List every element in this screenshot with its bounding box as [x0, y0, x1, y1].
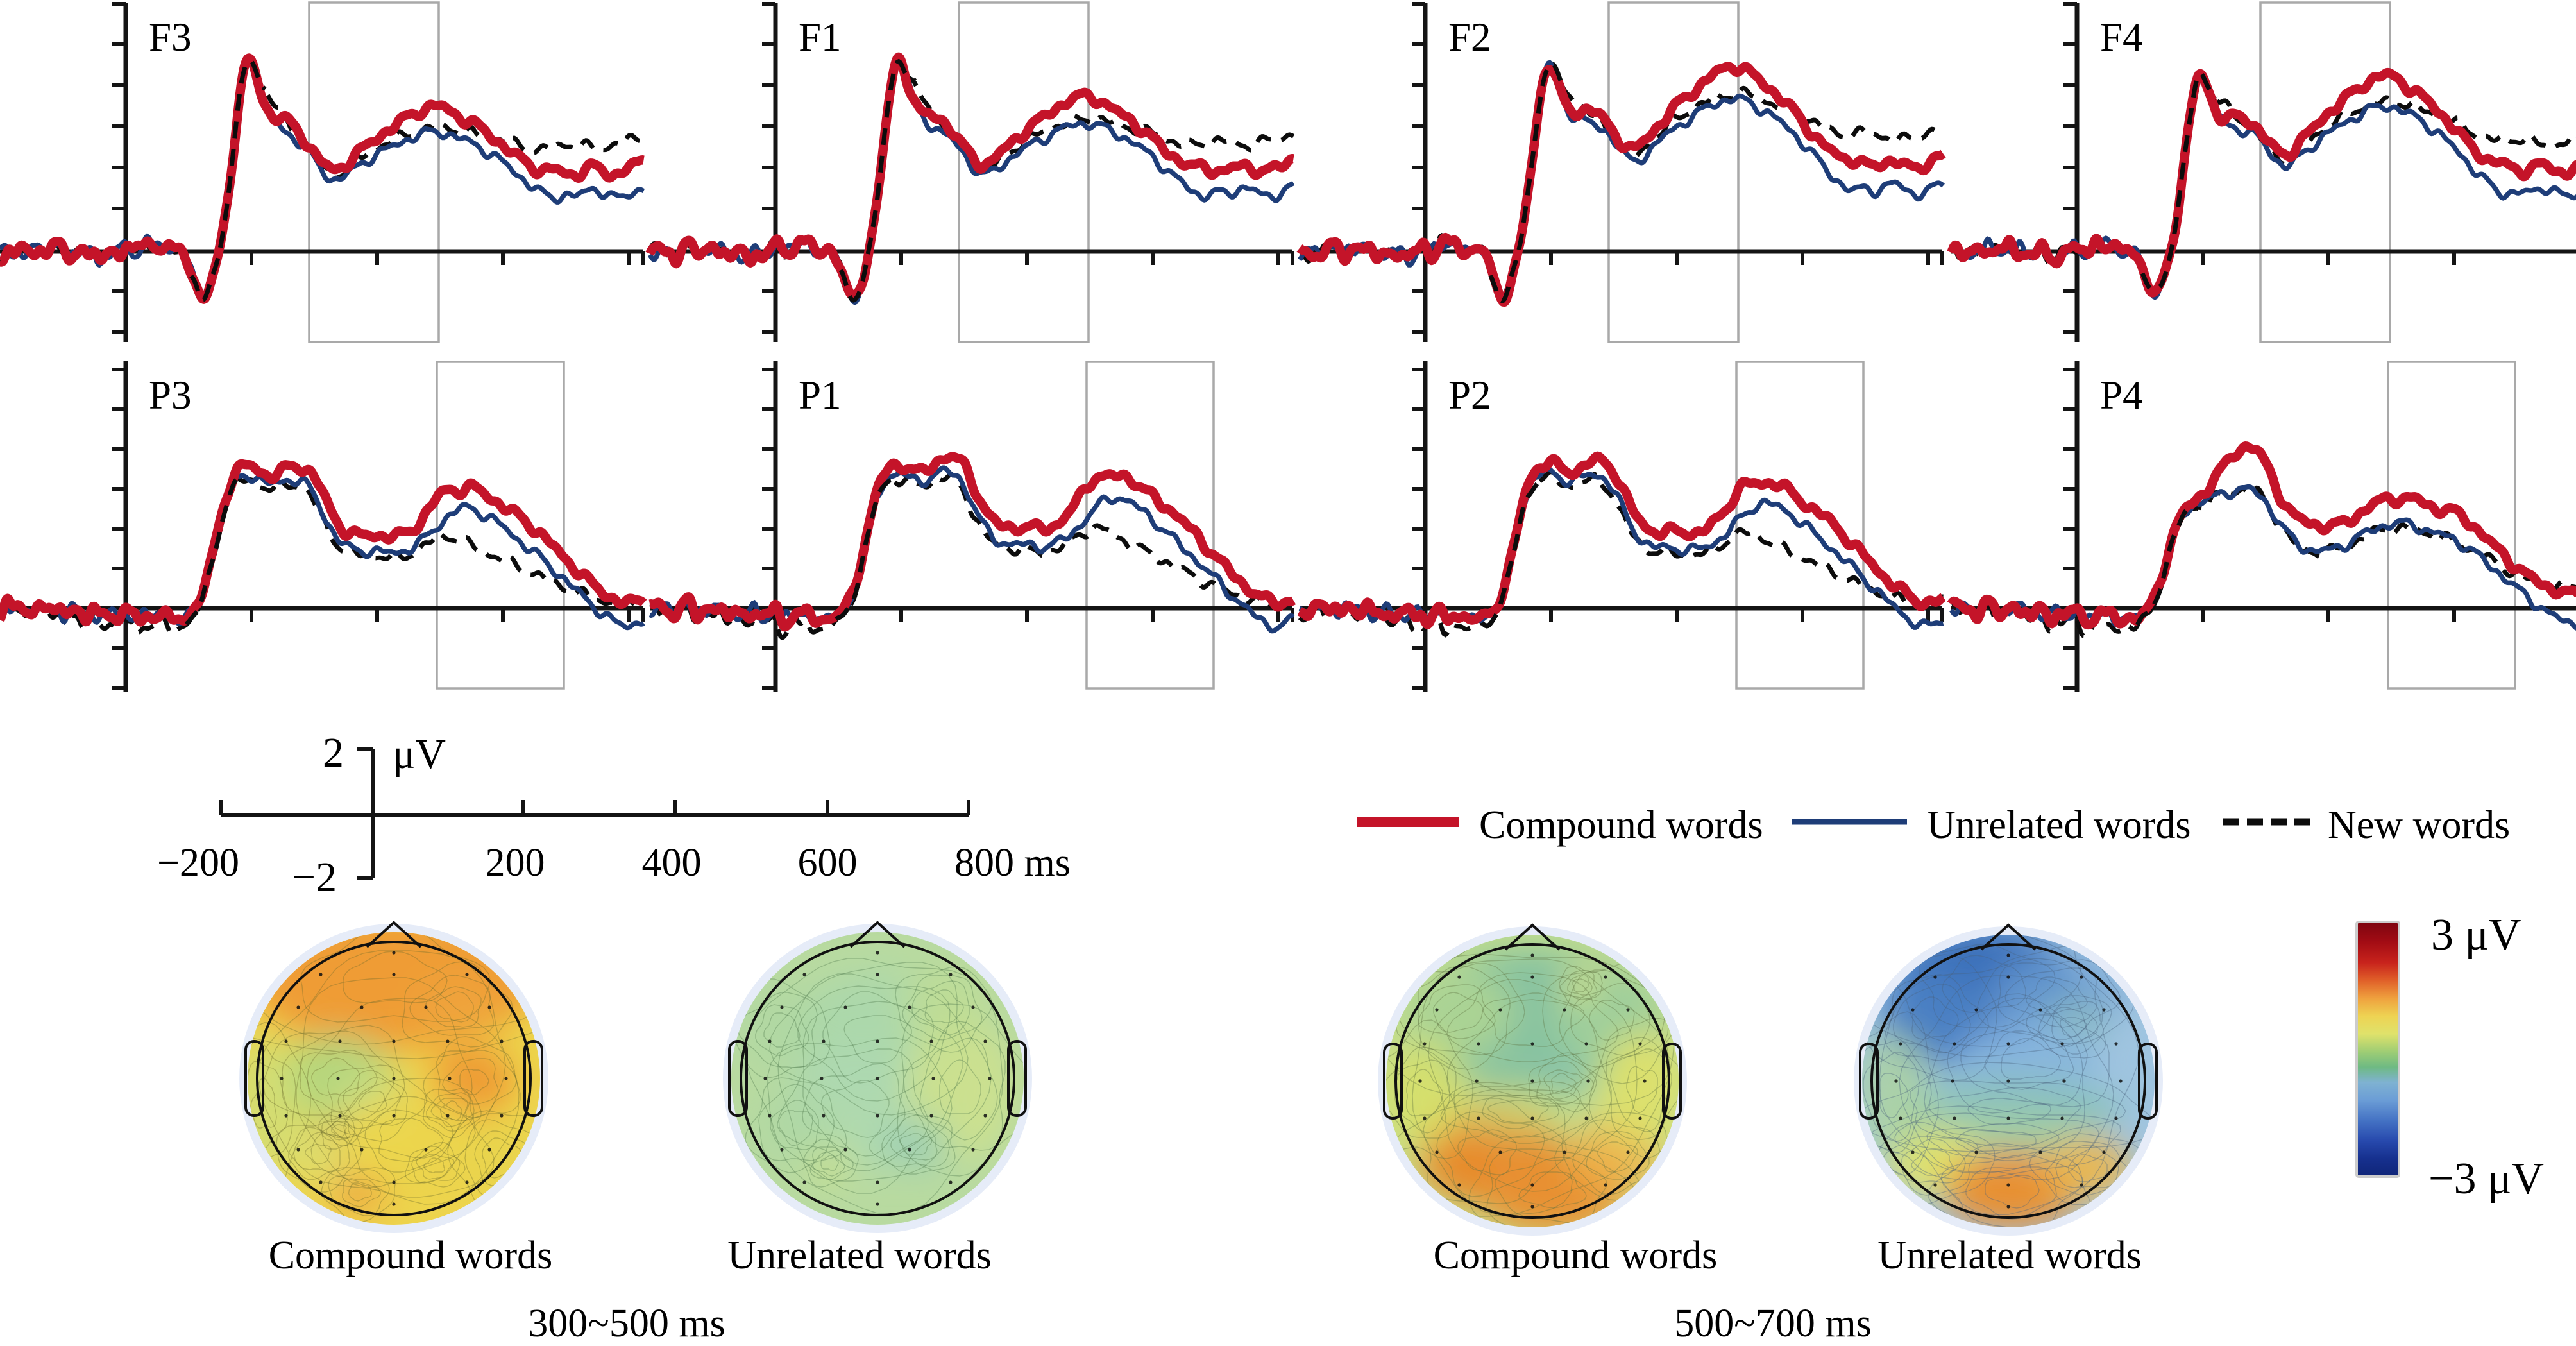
svg-text:F2: F2 [1448, 15, 1491, 60]
svg-text:F3: F3 [149, 15, 192, 60]
svg-text:μV: μV [393, 731, 446, 778]
svg-text:Unrelated words: Unrelated words [1877, 1234, 2141, 1277]
svg-text:500~700 ms: 500~700 ms [1674, 1302, 1871, 1343]
svg-text:New words: New words [2328, 803, 2510, 847]
svg-text:Compound words: Compound words [269, 1234, 553, 1277]
svg-text:P3: P3 [149, 373, 192, 418]
svg-text:2: 2 [323, 729, 344, 776]
svg-text:200: 200 [486, 841, 545, 885]
svg-text:300~500 ms: 300~500 ms [528, 1302, 725, 1343]
svg-text:400: 400 [642, 841, 702, 885]
svg-text:600: 600 [798, 841, 858, 885]
svg-text:3 μV: 3 μV [2431, 910, 2521, 960]
svg-text:−3 μV: −3 μV [2428, 1154, 2544, 1204]
svg-text:P4: P4 [2100, 373, 2143, 418]
svg-text:800 ms: 800 ms [954, 841, 1071, 885]
svg-text:Compound words: Compound words [1479, 803, 1763, 847]
svg-text:F1: F1 [799, 15, 842, 60]
svg-text:−2: −2 [292, 854, 337, 901]
svg-text:F4: F4 [2100, 15, 2143, 60]
svg-text:P1: P1 [799, 373, 842, 418]
svg-text:−200: −200 [157, 841, 239, 885]
svg-text:Unrelated words: Unrelated words [1927, 803, 2190, 847]
svg-text:P2: P2 [1448, 373, 1491, 418]
svg-text:Unrelated words: Unrelated words [727, 1234, 991, 1277]
svg-text:Compound words: Compound words [1434, 1234, 1718, 1277]
